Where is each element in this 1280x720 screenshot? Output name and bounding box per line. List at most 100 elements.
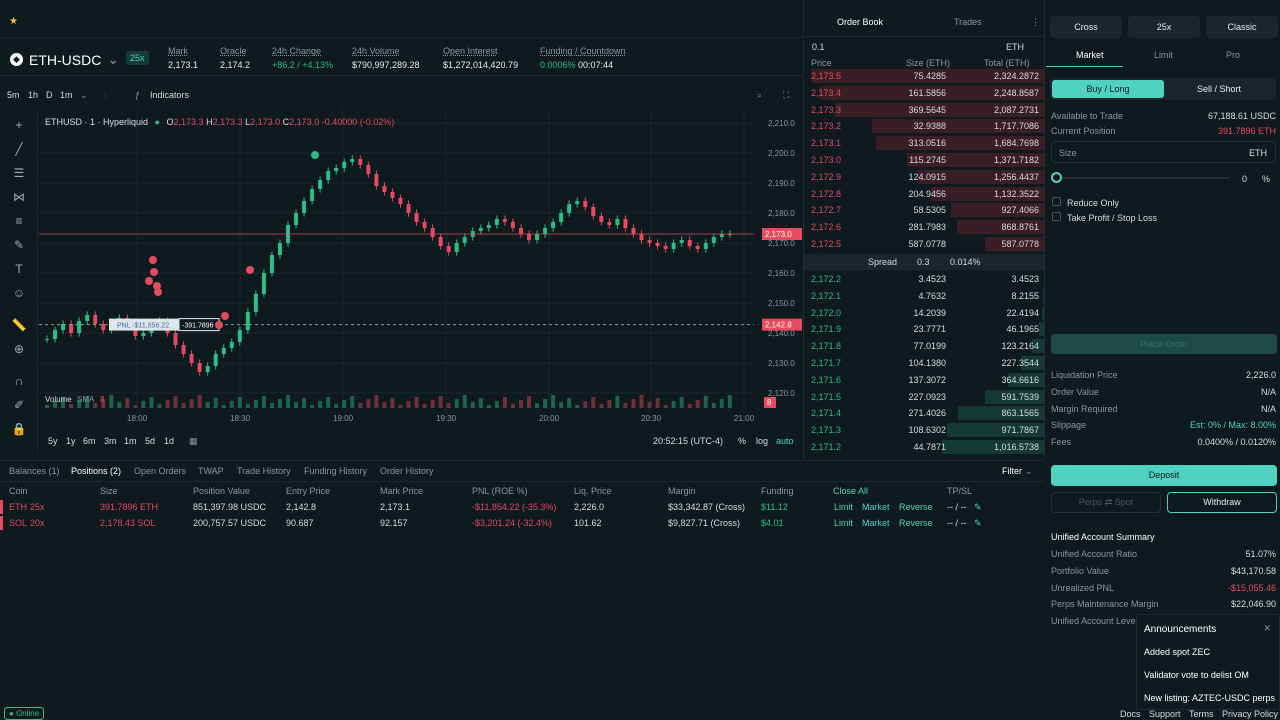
footer-link-docs[interactable]: Docs bbox=[1120, 709, 1141, 719]
withdraw-button[interactable]: Withdraw bbox=[1167, 492, 1277, 513]
star-icon[interactable]: ★ bbox=[9, 16, 18, 27]
footer-link-support[interactable]: Support bbox=[1149, 709, 1181, 719]
orderbook-row[interactable]: 2,173.2 32.9388 1,717.7086 bbox=[804, 118, 1044, 134]
tab-6[interactable]: Order History bbox=[380, 466, 434, 476]
orderbook-row[interactable]: 2,173.5 75.4285 2,324.2872 bbox=[804, 68, 1044, 84]
reverse-button[interactable]: Reverse bbox=[899, 502, 933, 512]
orderbook-row[interactable]: 2,173.1 313.0516 1,684.7698 bbox=[804, 135, 1044, 151]
brush-icon[interactable]: ✎ bbox=[13, 238, 25, 252]
range-3m[interactable]: 3m bbox=[104, 436, 117, 446]
crosshair-icon[interactable]: + bbox=[15, 118, 23, 132]
tab-trades[interactable]: Trades bbox=[954, 17, 982, 27]
magnet-icon[interactable]: ∩ bbox=[14, 374, 24, 388]
close-icon[interactable]: ✕ bbox=[1263, 623, 1271, 633]
range-5y[interactable]: 5y bbox=[48, 436, 58, 446]
chevron-down-icon[interactable]: ⌄ bbox=[80, 90, 88, 100]
leverage-button[interactable]: 25x bbox=[1128, 16, 1200, 38]
orderbook-row[interactable]: 2,172.8 204.9456 1,132.3522 bbox=[804, 186, 1044, 202]
orderbook-row[interactable]: 2,171.5 227.0923 591.7539 bbox=[804, 389, 1044, 405]
lock-icon[interactable]: 🔒 bbox=[11, 422, 27, 436]
indicators-icon[interactable]: ƒ bbox=[135, 90, 141, 100]
log-toggle[interactable]: log bbox=[756, 436, 769, 446]
market-close-button[interactable]: Market bbox=[862, 518, 890, 528]
auto-toggle[interactable]: auto bbox=[776, 436, 794, 446]
unit-select[interactable]: ETH bbox=[1006, 42, 1024, 52]
filter-button[interactable]: Filter bbox=[1002, 466, 1022, 476]
reverse-button[interactable]: Reverse bbox=[899, 518, 933, 528]
sell-marker-icon[interactable] bbox=[150, 268, 158, 276]
tab-limit[interactable]: Limit bbox=[1154, 50, 1174, 60]
announcement-item[interactable]: New listing: AZTEC-USDC perps bbox=[1144, 693, 1276, 703]
orderbook-row[interactable]: 2,172.5 587.0778 587.0778 bbox=[804, 236, 1044, 252]
orderbook-row[interactable]: 2,171.2 44.7871 1,016.5738 bbox=[804, 439, 1044, 455]
buy-long-button[interactable]: Buy / Long bbox=[1052, 80, 1164, 98]
price-chart[interactable]: 2,210.0 2,200.0 2,190.0 2,180.0 2,170.0 2,160… bbox=[39, 108, 803, 433]
trendline-icon[interactable]: ╱ bbox=[15, 142, 23, 156]
tab-market[interactable]: Market bbox=[1076, 50, 1104, 60]
horizontal-lines-icon[interactable]: ☰ bbox=[13, 166, 25, 180]
range-1d[interactable]: 1d bbox=[164, 436, 175, 446]
orderbook-row[interactable]: 2,173.3 369.5645 2,087.2731 bbox=[804, 102, 1044, 118]
sell-marker-icon[interactable] bbox=[154, 288, 162, 296]
orderbook-row[interactable]: 2,171.8 77.0199 123.2164 bbox=[804, 338, 1044, 354]
more-icon[interactable]: ⋮ bbox=[1031, 17, 1040, 27]
deposit-button[interactable]: Deposit bbox=[1051, 465, 1277, 486]
orderbook-row[interactable]: 2,171.7 104.1380 227.3544 bbox=[804, 355, 1044, 371]
size-slider[interactable] bbox=[1056, 177, 1229, 179]
orderbook-row[interactable]: 2,171.3 108.6302 971.7867 bbox=[804, 422, 1044, 438]
pencil-lock-icon[interactable]: ✐ bbox=[13, 398, 25, 412]
indicators-button[interactable]: Indicators bbox=[150, 90, 190, 100]
zoom-icon[interactable]: ⊕ bbox=[13, 342, 25, 356]
orderbook-row[interactable]: 2,173.0 115.2745 1,371.7182 bbox=[804, 152, 1044, 168]
search-icon[interactable]: ⌕ bbox=[757, 90, 763, 100]
fullscreen-icon[interactable]: ⛶ bbox=[783, 90, 790, 100]
edit-icon[interactable]: ✎ bbox=[974, 518, 982, 528]
interval-5m[interactable]: 5m bbox=[7, 90, 20, 100]
sell-marker-icon[interactable] bbox=[145, 277, 153, 285]
tick-size-select[interactable]: 0.1 bbox=[812, 42, 825, 52]
pitchfork-icon[interactable]: ⋈ bbox=[13, 190, 25, 204]
size-input[interactable]: Size ETH bbox=[1051, 141, 1276, 163]
calendar-icon[interactable]: ▦ bbox=[189, 436, 198, 446]
edit-icon[interactable]: ✎ bbox=[974, 502, 982, 512]
market-close-button[interactable]: Market bbox=[862, 502, 890, 512]
orderbook-row[interactable]: 2,171.4 271.4026 863.1565 bbox=[804, 405, 1044, 421]
sell-short-button[interactable]: Sell / Short bbox=[1196, 84, 1242, 94]
range-1m[interactable]: 1m bbox=[124, 436, 137, 446]
tab-3[interactable]: TWAP bbox=[198, 466, 224, 476]
ruler-icon[interactable]: 📏 bbox=[11, 318, 27, 332]
orderbook-row[interactable]: 2,172.6 281.7983 868.8761 bbox=[804, 219, 1044, 235]
tab-4[interactable]: Trade History bbox=[237, 466, 291, 476]
limit-close-button[interactable]: Limit bbox=[834, 502, 854, 512]
orderbook-row[interactable]: 2,172.0 14.2039 22.4194 bbox=[804, 305, 1044, 321]
candle-type-icon[interactable]: ⫶ bbox=[104, 90, 107, 100]
margin-mode-cross[interactable]: Cross bbox=[1050, 16, 1122, 38]
sell-marker-icon[interactable] bbox=[153, 282, 161, 290]
tpsl-checkbox[interactable] bbox=[1052, 212, 1061, 221]
tab-order-book[interactable]: Order Book bbox=[837, 17, 884, 27]
emoji-icon[interactable]: ☺ bbox=[12, 286, 26, 300]
tab-5[interactable]: Funding History bbox=[304, 466, 368, 476]
tab-1[interactable]: Positions (2) bbox=[71, 466, 122, 476]
orderbook-row[interactable]: 2,172.1 4.7632 8.2155 bbox=[811, 288, 1044, 303]
sell-marker-icon[interactable] bbox=[215, 321, 223, 329]
interval-1h[interactable]: 1h bbox=[28, 90, 39, 100]
percent-toggle[interactable]: % bbox=[738, 436, 747, 446]
limit-close-button[interactable]: Limit bbox=[834, 518, 854, 528]
chevron-down-icon[interactable]: ⌄ bbox=[1025, 466, 1033, 476]
sell-marker-icon[interactable] bbox=[246, 266, 254, 274]
announcement-item[interactable]: Added spot ZEC bbox=[1144, 647, 1211, 657]
interval-d[interactable]: D bbox=[46, 90, 53, 100]
range-6m[interactable]: 6m bbox=[83, 436, 96, 446]
announcement-item[interactable]: Validator vote to delist OM bbox=[1144, 670, 1249, 680]
leverage-badge[interactable]: 25x bbox=[126, 51, 149, 65]
symbol-selector[interactable]: ◆ ETH-USDC ⌄ bbox=[10, 51, 119, 68]
place-order-button[interactable]: Place Order bbox=[1051, 334, 1277, 354]
interval-1m[interactable]: 1m bbox=[60, 90, 73, 100]
text-icon[interactable]: T bbox=[15, 262, 23, 276]
footer-link-privacy[interactable]: Privacy Policy bbox=[1222, 709, 1279, 719]
fib-icon[interactable]: ≡ bbox=[15, 214, 23, 228]
slider-handle[interactable] bbox=[1051, 172, 1062, 183]
orderbook-row[interactable]: 2,171.6 137.3072 364.6616 bbox=[804, 372, 1044, 388]
perps-spot-button[interactable]: Perps ⇄ Spot bbox=[1051, 492, 1161, 513]
